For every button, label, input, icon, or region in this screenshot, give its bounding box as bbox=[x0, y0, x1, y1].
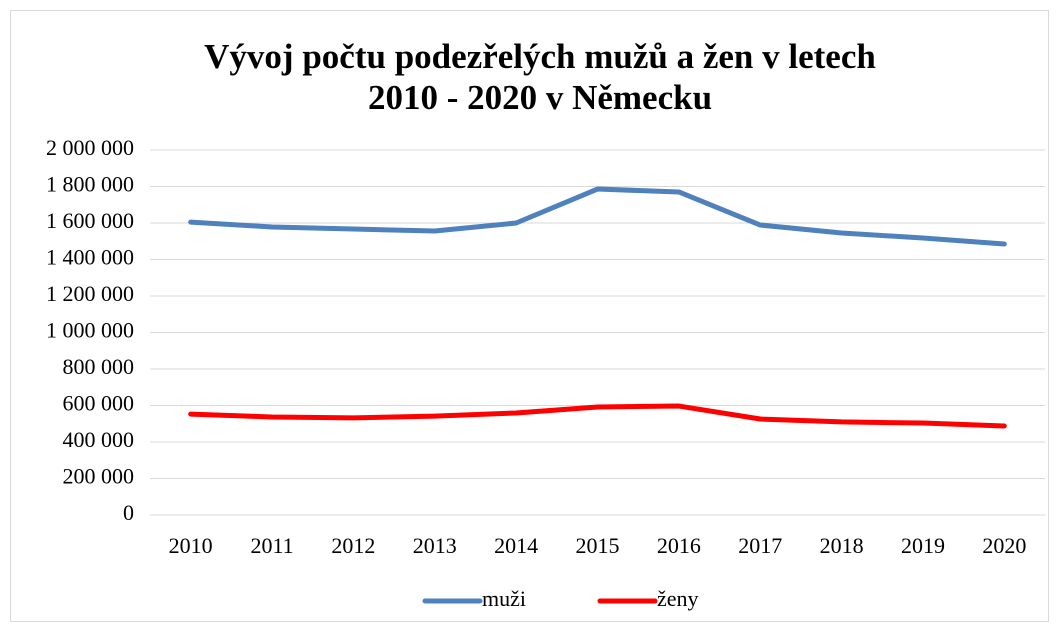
y-tick-label: 1 000 000 bbox=[46, 318, 134, 343]
x-tick-label: 2015 bbox=[576, 533, 620, 558]
y-tick-label: 1 800 000 bbox=[46, 172, 134, 197]
y-tick-label: 1 400 000 bbox=[46, 245, 134, 270]
x-tick-label: 2012 bbox=[331, 533, 375, 558]
y-tick-label: 800 000 bbox=[63, 354, 135, 379]
x-tick-label: 2016 bbox=[657, 533, 701, 558]
x-tick-label: 2013 bbox=[413, 533, 457, 558]
y-tick-label: 2 000 000 bbox=[46, 135, 134, 160]
x-tick-label: 2011 bbox=[250, 533, 293, 558]
chart-frame bbox=[10, 10, 1049, 622]
y-tick-label: 600 000 bbox=[63, 391, 135, 416]
y-tick-label: 1 600 000 bbox=[46, 208, 134, 233]
legend-label: muži bbox=[482, 586, 526, 611]
y-tick-label: 400 000 bbox=[63, 427, 135, 452]
x-tick-label: 2019 bbox=[901, 533, 945, 558]
x-tick-label: 2014 bbox=[494, 533, 538, 558]
x-tick-label: 2020 bbox=[982, 533, 1026, 558]
line-series bbox=[188, 403, 1007, 429]
y-tick-label: 1 200 000 bbox=[46, 281, 134, 306]
x-tick-label: 2010 bbox=[169, 533, 213, 558]
y-tick-label: 0 bbox=[123, 500, 134, 525]
x-tick-label: 2017 bbox=[738, 533, 782, 558]
y-tick-label: 200 000 bbox=[63, 464, 135, 489]
chart-title: 2010 - 2020 v Německu bbox=[368, 78, 712, 117]
line-series bbox=[188, 186, 1007, 247]
x-tick-label: 2018 bbox=[820, 533, 864, 558]
chart-title: Vývoj počtu podezřelých mužů a žen v let… bbox=[204, 37, 876, 76]
legend-label: ženy bbox=[657, 586, 699, 611]
